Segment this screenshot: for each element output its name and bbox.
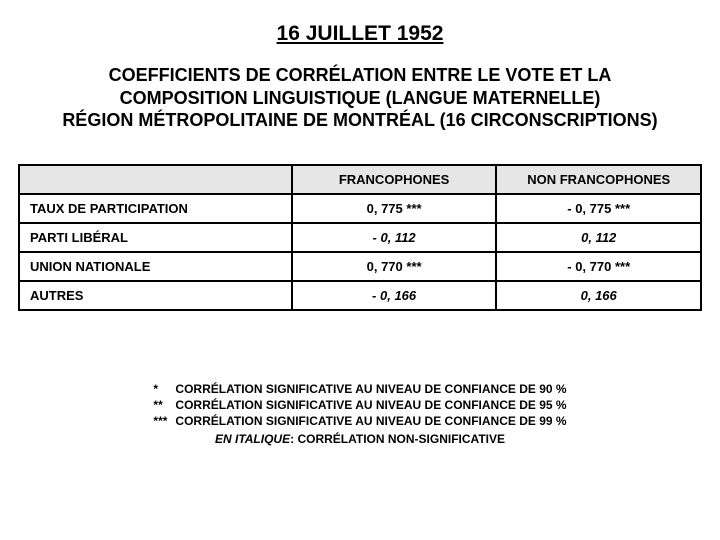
page-subtitle: COEFFICIENTS DE CORRÉLATION ENTRE LE VOT… [18, 64, 702, 132]
subtitle-line-1: COEFFICIENTS DE CORRÉLATION ENTRE LE VOT… [109, 65, 612, 85]
page-title: 16 JUILLET 1952 [18, 22, 702, 46]
row-label: UNION NATIONALE [19, 252, 292, 281]
legend-star-3: *** [153, 413, 175, 429]
legend-text-2: CORRÉLATION SIGNIFICATIVE AU NIVEAU DE C… [175, 398, 566, 412]
table-header-row: FRANCOPHONES NON FRANCOPHONES [19, 165, 701, 194]
legend-block: *CORRÉLATION SIGNIFICATIVE AU NIVEAU DE … [18, 381, 702, 446]
row-value-nonfranco: 0, 166 [496, 281, 701, 310]
legend-italic-label: EN ITALIQUE [215, 432, 290, 446]
row-value-nonfranco: - 0, 775 *** [496, 194, 701, 223]
legend-line-99: ***CORRÉLATION SIGNIFICATIVE AU NIVEAU D… [153, 413, 566, 429]
row-label: TAUX DE PARTICIPATION [19, 194, 292, 223]
slide-page: 16 JUILLET 1952 COEFFICIENTS DE CORRÉLAT… [0, 0, 720, 446]
legend-line-95: **CORRÉLATION SIGNIFICATIVE AU NIVEAU DE… [153, 397, 566, 413]
row-value-franco: 0, 770 *** [292, 252, 497, 281]
legend-star-1: * [153, 381, 175, 397]
legend-lines: *CORRÉLATION SIGNIFICATIVE AU NIVEAU DE … [153, 381, 566, 430]
row-label: PARTI LIBÉRAL [19, 223, 292, 252]
correlation-table: FRANCOPHONES NON FRANCOPHONES TAUX DE PA… [18, 164, 702, 311]
row-value-franco: - 0, 166 [292, 281, 497, 310]
table-row: AUTRES - 0, 166 0, 166 [19, 281, 701, 310]
legend-text-1: CORRÉLATION SIGNIFICATIVE AU NIVEAU DE C… [175, 382, 566, 396]
subtitle-line-3: RÉGION MÉTROPOLITAINE DE MONTRÉAL (16 CI… [62, 110, 657, 130]
subtitle-line-2: COMPOSITION LINGUISTIQUE (LANGUE MATERNE… [120, 88, 601, 108]
table-row: PARTI LIBÉRAL - 0, 112 0, 112 [19, 223, 701, 252]
row-value-nonfranco: 0, 112 [496, 223, 701, 252]
legend-italic-rest: : CORRÉLATION NON-SIGNIFICATIVE [290, 432, 505, 446]
table-header-blank [19, 165, 292, 194]
table-row: UNION NATIONALE 0, 770 *** - 0, 770 *** [19, 252, 701, 281]
row-value-franco: - 0, 112 [292, 223, 497, 252]
table-header-francophones: FRANCOPHONES [292, 165, 497, 194]
table-header-non-francophones: NON FRANCOPHONES [496, 165, 701, 194]
legend-text-3: CORRÉLATION SIGNIFICATIVE AU NIVEAU DE C… [175, 414, 566, 428]
legend-line-90: *CORRÉLATION SIGNIFICATIVE AU NIVEAU DE … [153, 381, 566, 397]
row-value-nonfranco: - 0, 770 *** [496, 252, 701, 281]
row-value-franco: 0, 775 *** [292, 194, 497, 223]
table-row: TAUX DE PARTICIPATION 0, 775 *** - 0, 77… [19, 194, 701, 223]
row-label: AUTRES [19, 281, 292, 310]
legend-star-2: ** [153, 397, 175, 413]
legend-italic-line: EN ITALIQUE: CORRÉLATION NON-SIGNIFICATI… [18, 432, 702, 446]
